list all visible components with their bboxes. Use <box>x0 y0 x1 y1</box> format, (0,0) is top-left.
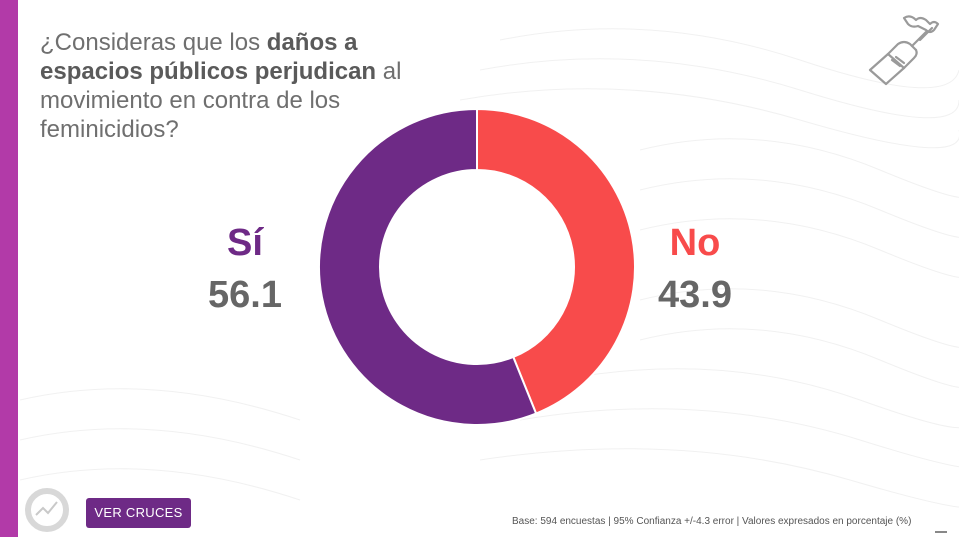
donut-slice-si <box>318 108 538 426</box>
question-title: ¿Consideras que los daños a espacios púb… <box>40 28 440 144</box>
fist-logo-icon <box>868 15 940 86</box>
brand-logo-icon <box>25 488 69 532</box>
corner-dash <box>935 531 947 533</box>
left-accent-bar <box>0 0 18 537</box>
ver-cruces-button[interactable]: VER CRUCES <box>86 498 191 528</box>
title-part2: al movimiento en contra de los feminicid… <box>40 58 402 143</box>
label-no: No <box>669 222 721 264</box>
footnote: Base: 594 encuestas | 95% Confianza +/-4… <box>512 516 912 527</box>
label-si: Sí <box>227 222 263 264</box>
value-no: 43.9 <box>658 274 732 316</box>
title-part1: ¿Consideras que los <box>40 29 267 56</box>
value-si: 56.1 <box>208 274 282 316</box>
donut-slice-no <box>476 108 636 415</box>
title-bold: daños a espacios públicos perjudican <box>40 29 377 85</box>
donut-chart <box>318 108 636 426</box>
